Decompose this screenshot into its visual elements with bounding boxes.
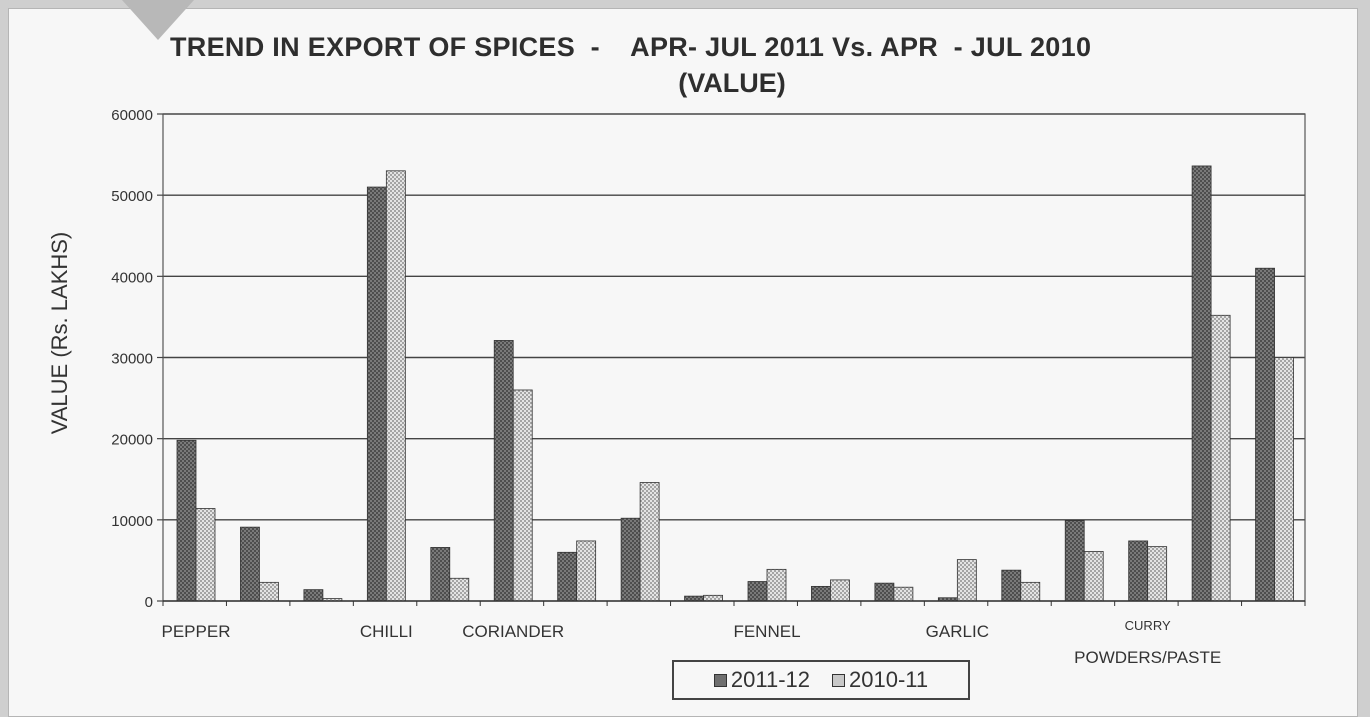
legend-label: 2010-11 bbox=[849, 667, 929, 692]
axes bbox=[162, 113, 1306, 606]
bar-2011-12-15 bbox=[1128, 540, 1149, 602]
bar-2010-11-16 bbox=[1210, 314, 1231, 602]
bar-2010-11-7 bbox=[639, 482, 660, 602]
bar-2010-11-11 bbox=[893, 586, 914, 602]
y-tick-label: 20000 bbox=[111, 432, 153, 449]
bar-2011-12-11 bbox=[874, 582, 895, 602]
bar-2010-11-14 bbox=[1083, 551, 1104, 602]
bar-2011-12-9 bbox=[747, 581, 768, 602]
category-label: PEPPER bbox=[162, 622, 231, 641]
bar-2010-11-3 bbox=[385, 170, 406, 602]
category-label: CHILLI bbox=[360, 622, 413, 641]
bar-2010-11-5 bbox=[512, 389, 533, 602]
category-label: POWDERS/PASTE bbox=[1074, 648, 1221, 667]
bar-2011-12-14 bbox=[1064, 520, 1085, 602]
legend: 2011-12 2010-11 bbox=[672, 660, 970, 700]
bar-2011-12-10 bbox=[811, 585, 831, 602]
corner-marker-icon bbox=[122, 0, 194, 40]
y-tick-label: 0 bbox=[145, 594, 153, 611]
bar-2010-11-13 bbox=[1020, 581, 1041, 602]
bar-2011-12-0 bbox=[176, 439, 197, 602]
bars bbox=[176, 165, 1294, 602]
category-label: CORIANDER bbox=[462, 622, 564, 641]
bar-2011-12-7 bbox=[620, 517, 641, 602]
bar-2010-11-4 bbox=[449, 577, 470, 602]
category-label: CURRY bbox=[1125, 618, 1171, 633]
bar-2011-12-3 bbox=[366, 186, 387, 602]
chart-title: TREND IN EXPORT OF SPICES - APR- JUL 201… bbox=[170, 32, 1092, 62]
y-tick-label: 30000 bbox=[111, 351, 153, 368]
bar-2011-12-2 bbox=[303, 589, 324, 602]
chart-subtitle: (VALUE) bbox=[678, 68, 786, 98]
y-tick-label: 50000 bbox=[111, 188, 153, 205]
bar-2011-12-6 bbox=[557, 551, 578, 602]
bar-2011-12-4 bbox=[430, 547, 451, 602]
bar-2011-12-16 bbox=[1191, 165, 1212, 602]
legend-item-2010-11: 2010-11 bbox=[832, 667, 928, 693]
bar-2010-11-0 bbox=[195, 508, 216, 602]
bar-2010-11-10 bbox=[830, 579, 850, 602]
legend-label: 2011-12 bbox=[730, 667, 810, 692]
y-tick-labels: 0 10000 20000 30000 40000 50000 60000 bbox=[111, 107, 163, 611]
y-tick-label: 10000 bbox=[111, 513, 153, 530]
bar-2010-11-9 bbox=[766, 568, 787, 602]
legend-swatch-dark-icon bbox=[713, 673, 727, 687]
bar-2010-11-1 bbox=[259, 581, 279, 602]
bar-2011-12-1 bbox=[240, 526, 260, 602]
bar-2011-12-17 bbox=[1255, 267, 1275, 602]
legend-swatch-light-icon bbox=[832, 673, 845, 687]
bar-2010-11-6 bbox=[576, 540, 597, 602]
y-tick-label: 40000 bbox=[111, 269, 153, 286]
category-labels: PEPPER CHILLI CORIANDER FENNEL GARLIC CURRY PO… bbox=[162, 618, 1222, 667]
y-tick-label: 60000 bbox=[111, 107, 153, 124]
bar-2011-12-5 bbox=[493, 340, 514, 602]
category-label: GARLIC bbox=[926, 622, 989, 641]
bar-2010-11-8 bbox=[703, 594, 723, 602]
bar-2011-12-13 bbox=[1001, 569, 1022, 602]
bar-2010-11-17 bbox=[1274, 357, 1294, 602]
legend-item-2011-12: 2011-12 bbox=[713, 667, 810, 693]
grid-lines bbox=[163, 113, 1305, 521]
bar-2010-11-15 bbox=[1147, 546, 1168, 602]
bar-2010-11-12 bbox=[956, 559, 977, 602]
category-label: FENNEL bbox=[733, 622, 800, 641]
